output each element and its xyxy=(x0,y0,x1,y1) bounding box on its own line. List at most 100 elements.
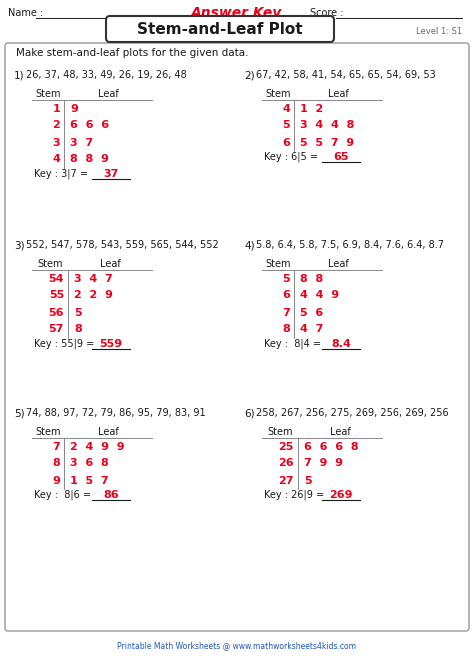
Text: 57: 57 xyxy=(49,324,64,334)
Text: 27: 27 xyxy=(279,476,294,486)
Text: 2  4  9  9: 2 4 9 9 xyxy=(70,442,125,452)
FancyBboxPatch shape xyxy=(32,472,64,489)
FancyBboxPatch shape xyxy=(32,151,64,168)
Text: 26: 26 xyxy=(278,458,294,468)
FancyBboxPatch shape xyxy=(262,117,294,134)
Text: Name :: Name : xyxy=(8,8,43,18)
Text: Leaf: Leaf xyxy=(98,427,118,437)
Text: Leaf: Leaf xyxy=(329,427,350,437)
Text: 7: 7 xyxy=(52,442,60,452)
Text: Leaf: Leaf xyxy=(98,89,118,99)
FancyBboxPatch shape xyxy=(262,100,294,117)
Text: 5: 5 xyxy=(304,476,311,486)
Text: 4): 4) xyxy=(244,240,255,250)
Text: 6: 6 xyxy=(282,291,290,301)
Text: 54: 54 xyxy=(48,273,64,283)
FancyBboxPatch shape xyxy=(32,134,64,151)
Text: Key : 3|7 =: Key : 3|7 = xyxy=(34,169,91,180)
Text: Stem: Stem xyxy=(265,89,291,99)
Text: 8.4: 8.4 xyxy=(331,339,351,349)
Text: 4  4  9: 4 4 9 xyxy=(300,291,339,301)
FancyBboxPatch shape xyxy=(32,438,64,455)
Text: 1: 1 xyxy=(52,103,60,113)
Text: 5): 5) xyxy=(14,408,25,418)
Text: 7  9  9: 7 9 9 xyxy=(304,458,343,468)
FancyBboxPatch shape xyxy=(262,455,298,472)
Text: Leaf: Leaf xyxy=(328,259,348,269)
Text: 2: 2 xyxy=(52,121,60,131)
Text: 8: 8 xyxy=(74,324,82,334)
Text: 5: 5 xyxy=(283,121,290,131)
Text: 2  2  9: 2 2 9 xyxy=(74,291,113,301)
Text: 8: 8 xyxy=(282,324,290,334)
Text: Stem: Stem xyxy=(35,427,61,437)
FancyBboxPatch shape xyxy=(32,455,64,472)
Text: 3  4  7: 3 4 7 xyxy=(74,273,113,283)
FancyBboxPatch shape xyxy=(262,270,294,287)
FancyBboxPatch shape xyxy=(262,304,294,321)
Text: 7: 7 xyxy=(282,308,290,318)
Text: 1): 1) xyxy=(14,70,25,80)
Text: Leaf: Leaf xyxy=(328,89,348,99)
Text: 55: 55 xyxy=(49,291,64,301)
Text: 67, 42, 58, 41, 54, 65, 65, 54, 69, 53: 67, 42, 58, 41, 54, 65, 65, 54, 69, 53 xyxy=(256,70,436,80)
Text: 2): 2) xyxy=(244,70,255,80)
Text: 65: 65 xyxy=(333,152,349,162)
Text: Key : 6|5 =: Key : 6|5 = xyxy=(264,151,321,162)
Text: Printable Math Worksheets @ www.mathworksheets4kids.com: Printable Math Worksheets @ www.mathwork… xyxy=(118,641,356,651)
Text: 5  6: 5 6 xyxy=(300,308,323,318)
Text: Stem: Stem xyxy=(267,427,293,437)
Text: Key :  8|4 =: Key : 8|4 = xyxy=(264,339,324,349)
FancyBboxPatch shape xyxy=(32,270,68,287)
Text: 9: 9 xyxy=(70,103,78,113)
Text: 5: 5 xyxy=(283,273,290,283)
Text: 559: 559 xyxy=(100,339,123,349)
FancyBboxPatch shape xyxy=(262,134,294,151)
Text: 3: 3 xyxy=(52,137,60,147)
Text: 3): 3) xyxy=(14,240,25,250)
Text: Make stem-and-leaf plots for the given data.: Make stem-and-leaf plots for the given d… xyxy=(16,48,248,58)
Text: Key :  8|6 =: Key : 8|6 = xyxy=(34,490,94,500)
Text: 8  8  9: 8 8 9 xyxy=(70,155,109,165)
Text: Score :: Score : xyxy=(310,8,344,18)
Text: Stem: Stem xyxy=(37,259,63,269)
Text: Key : 55|9 =: Key : 55|9 = xyxy=(34,339,97,349)
Text: 4: 4 xyxy=(282,103,290,113)
Text: 5.8, 6.4, 5.8, 7.5, 6.9, 8.4, 7.6, 6.4, 8.7: 5.8, 6.4, 5.8, 7.5, 6.9, 8.4, 7.6, 6.4, … xyxy=(256,240,444,250)
Text: Key : 26|9 =: Key : 26|9 = xyxy=(264,490,327,500)
FancyBboxPatch shape xyxy=(5,43,469,631)
Text: 56: 56 xyxy=(48,308,64,318)
FancyBboxPatch shape xyxy=(32,304,68,321)
Text: Answer Key: Answer Key xyxy=(191,6,283,20)
Text: 3  6  8: 3 6 8 xyxy=(70,458,109,468)
Text: 86: 86 xyxy=(103,490,119,500)
Text: 1  2: 1 2 xyxy=(300,103,323,113)
Text: 269: 269 xyxy=(329,490,353,500)
Text: 37: 37 xyxy=(103,169,118,179)
FancyBboxPatch shape xyxy=(106,16,334,42)
Text: Leaf: Leaf xyxy=(100,259,120,269)
Text: 6): 6) xyxy=(244,408,255,418)
Text: 1  5  7: 1 5 7 xyxy=(70,476,109,486)
Text: 4: 4 xyxy=(52,155,60,165)
FancyBboxPatch shape xyxy=(262,287,294,304)
FancyBboxPatch shape xyxy=(32,100,64,117)
FancyBboxPatch shape xyxy=(32,287,68,304)
Text: 3  4  4  8: 3 4 4 8 xyxy=(300,121,355,131)
Text: Stem: Stem xyxy=(35,89,61,99)
Text: 258, 267, 256, 275, 269, 256, 269, 256: 258, 267, 256, 275, 269, 256, 269, 256 xyxy=(256,408,448,418)
Text: 25: 25 xyxy=(279,442,294,452)
Text: 6  6  6  8: 6 6 6 8 xyxy=(304,442,359,452)
Text: 74, 88, 97, 72, 79, 86, 95, 79, 83, 91: 74, 88, 97, 72, 79, 86, 95, 79, 83, 91 xyxy=(26,408,206,418)
Text: 6  6  6: 6 6 6 xyxy=(70,121,109,131)
Text: 26, 37, 48, 33, 49, 26, 19, 26, 48: 26, 37, 48, 33, 49, 26, 19, 26, 48 xyxy=(26,70,187,80)
Text: Stem-and-Leaf Plot: Stem-and-Leaf Plot xyxy=(137,21,303,36)
Text: 552, 547, 578, 543, 559, 565, 544, 552: 552, 547, 578, 543, 559, 565, 544, 552 xyxy=(26,240,219,250)
Text: 6: 6 xyxy=(282,137,290,147)
FancyBboxPatch shape xyxy=(262,472,298,489)
FancyBboxPatch shape xyxy=(262,438,298,455)
Text: Level 1: S1: Level 1: S1 xyxy=(416,27,462,36)
FancyBboxPatch shape xyxy=(32,321,68,338)
Text: 8  8: 8 8 xyxy=(300,273,323,283)
Text: 8: 8 xyxy=(52,458,60,468)
